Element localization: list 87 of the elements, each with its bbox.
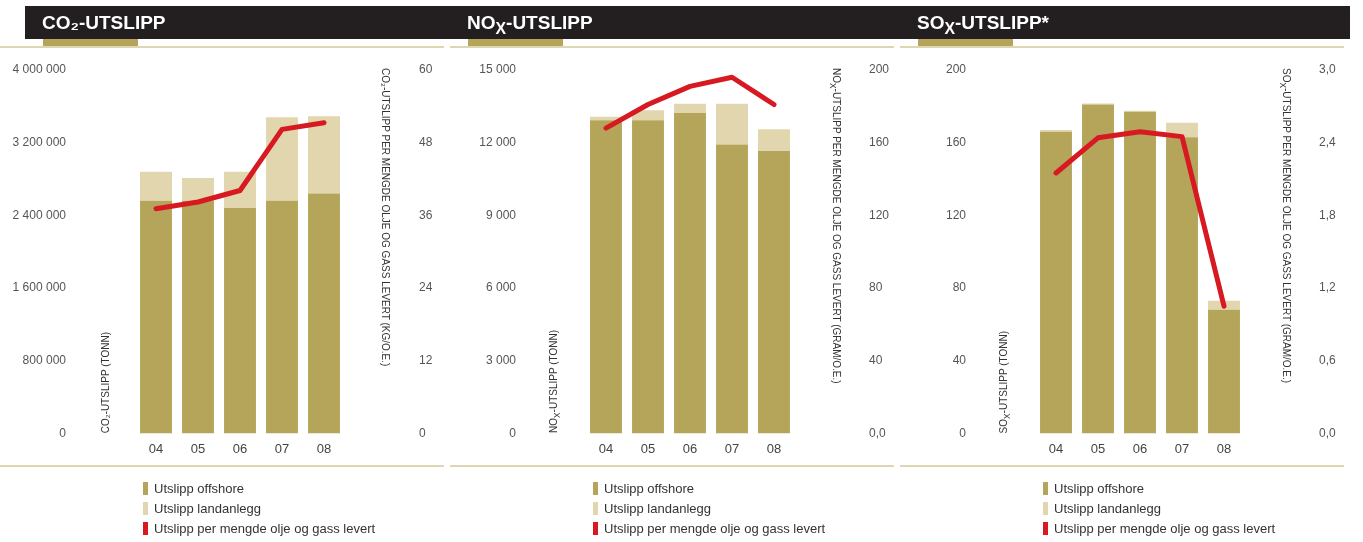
- x-tick-label: 04: [598, 440, 614, 456]
- y2-tick-label: 120: [869, 207, 890, 222]
- x-tick-label: 04: [1048, 440, 1064, 456]
- y-tick-label: 80: [952, 280, 967, 295]
- y2-tick-label: 36: [419, 207, 433, 222]
- bar: [140, 200, 172, 434]
- legend-label: Utslipp per mengde olje og gass levert: [154, 521, 376, 536]
- y2-axis-title: CO₂-UTSLIPP PER MENGDE OLJE OG GASS LEVERT (KG/O.E.): [379, 68, 391, 367]
- bar: [674, 103, 706, 113]
- y2-tick-label: 48: [419, 134, 433, 149]
- y-axis-title: CO₂-UTSLIPP (TONN): [99, 332, 111, 434]
- bar: [1124, 111, 1156, 434]
- legend-label: Utslipp offshore: [604, 481, 695, 496]
- legend-label: Utslipp offshore: [1054, 481, 1145, 496]
- y2-tick-label: 24: [419, 280, 433, 295]
- bar: [1040, 131, 1072, 434]
- bar: [1166, 137, 1198, 434]
- y-tick-label: 12 000: [479, 134, 517, 149]
- y2-tick-label: 60: [419, 62, 433, 77]
- bar: [266, 117, 298, 201]
- y2-tick-label: 1,2: [1319, 280, 1337, 295]
- y-tick-label: 0: [59, 425, 67, 440]
- x-tick-label: 06: [682, 440, 698, 456]
- legend-label: Utslipp landanlegg: [154, 501, 261, 516]
- y-tick-label: 4 000 000: [12, 62, 67, 77]
- y-tick-label: 0: [959, 425, 967, 440]
- y-tick-label: 40: [952, 353, 967, 368]
- bar: [758, 150, 790, 434]
- bar: [224, 208, 256, 434]
- y-tick-label: 15 000: [479, 62, 517, 77]
- legend-label: Utslipp landanlegg: [604, 501, 711, 516]
- y2-tick-label: 1,8: [1319, 207, 1337, 222]
- bar: [308, 193, 340, 434]
- x-tick-label: 05: [640, 440, 656, 456]
- legend-label: Utslipp offshore: [154, 481, 245, 496]
- x-tick-label: 04: [148, 440, 164, 456]
- x-tick-label: 08: [316, 440, 332, 456]
- bar: [716, 103, 748, 145]
- y-tick-label: 0: [509, 425, 517, 440]
- y2-tick-label: 160: [869, 134, 890, 149]
- y2-tick-label: 0,0: [1319, 425, 1337, 440]
- y-tick-label: 6 000: [485, 280, 517, 295]
- y2-tick-label: 0: [419, 425, 426, 440]
- bar: [182, 178, 214, 201]
- x-tick-label: 07: [274, 440, 290, 456]
- legend-label: Utslipp per mengde olje og gass levert: [1054, 521, 1276, 536]
- y2-tick-label: 0,0: [869, 425, 887, 440]
- y-tick-label: 200: [945, 62, 967, 77]
- bar: [266, 200, 298, 434]
- legend-label: Utslipp landanlegg: [1054, 501, 1161, 516]
- x-tick-label: 06: [232, 440, 248, 456]
- y-tick-label: 3 200 000: [12, 134, 67, 149]
- chart-title: SO$_{X}$-UTSLIPP*: [900, 6, 1350, 39]
- y-tick-label: 160: [945, 134, 967, 149]
- y2-tick-label: 2,4: [1319, 134, 1337, 149]
- x-tick-label: 05: [1090, 440, 1106, 456]
- x-tick-label: 06: [1132, 440, 1148, 456]
- y-tick-label: 9 000: [485, 207, 517, 222]
- x-tick-label: 08: [766, 440, 782, 456]
- y-tick-label: 120: [945, 207, 967, 222]
- y2-tick-label: 3,0: [1319, 62, 1337, 77]
- x-tick-label: 07: [1174, 440, 1190, 456]
- bar: [632, 120, 664, 434]
- y-tick-label: 3 000: [485, 353, 517, 368]
- bar: [1082, 104, 1114, 434]
- bar: [758, 129, 790, 151]
- legend-label: Utslipp per mengde olje og gass levert: [604, 521, 826, 536]
- y2-tick-label: 80: [869, 280, 883, 295]
- y-tick-label: 2 400 000: [12, 207, 67, 222]
- chart-title: CO₂-UTSLIPP: [25, 6, 450, 39]
- y2-tick-label: 200: [869, 62, 890, 77]
- bar: [716, 144, 748, 434]
- chart-title: NO$_{X}$-UTSLIPP: [450, 6, 900, 39]
- y2-tick-label: 0,6: [1319, 353, 1337, 368]
- bar: [590, 120, 622, 434]
- bar: [308, 116, 340, 194]
- bar: [182, 200, 214, 434]
- bar: [140, 171, 172, 201]
- bar: [674, 112, 706, 434]
- x-tick-label: 07: [724, 440, 740, 456]
- x-tick-label: 05: [190, 440, 206, 456]
- y-tick-label: 800 000: [22, 353, 67, 368]
- y2-tick-label: 40: [869, 353, 883, 368]
- y2-tick-label: 12: [419, 353, 433, 368]
- x-tick-label: 08: [1216, 440, 1232, 456]
- y-tick-label: 1 600 000: [12, 280, 67, 295]
- bar: [1208, 309, 1240, 434]
